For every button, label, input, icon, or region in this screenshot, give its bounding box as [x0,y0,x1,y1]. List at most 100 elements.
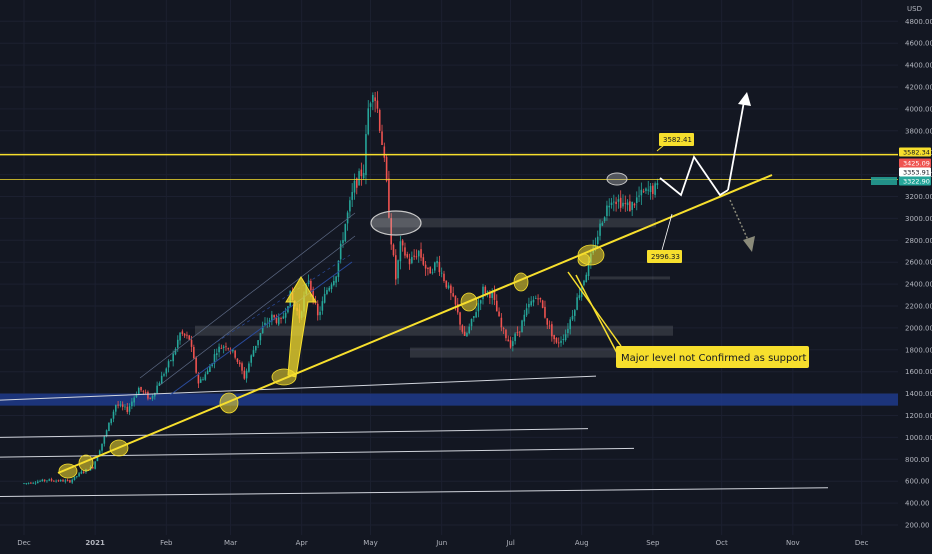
candle-body [534,298,537,299]
candle-body [259,333,262,341]
y-tick-label: 2200.00 [905,303,932,311]
candle-body [62,480,64,482]
candle-body [596,236,599,245]
touch-point-circle [219,392,239,414]
price-axis[interactable]: USD 200.00 400.00 600.00 800.00 1000.00 1200.… [898,0,932,550]
candle-body [75,476,78,477]
y-tick-label: 200.00 [905,522,930,530]
candle-body [583,280,585,286]
x-tick-label: May [363,539,377,547]
candle-body [220,348,223,349]
candle-body [507,339,510,342]
price-label-bg [899,176,931,186]
candle-body [369,103,372,107]
candle-body [115,404,117,412]
candle-body [358,171,360,186]
price-label-bg [899,147,931,157]
candle-body [394,255,397,280]
time-axis[interactable]: Dec 2021 Feb Mar Apr May Jun Jul Aug Sep Oct Nov Dec [17,539,868,547]
candle-body [505,329,507,339]
candle-body [149,397,152,399]
candle-body [633,203,636,206]
candle-body [243,370,246,379]
candle-body [82,472,85,473]
candle-body [64,480,67,482]
candle-body [121,404,124,407]
candle-body [349,200,351,212]
candle-body [479,300,482,304]
candle-body [477,303,480,312]
candle-body [557,342,560,344]
candle-body [392,244,395,256]
candle-body [482,286,484,299]
channel-line-mid [159,235,356,386]
candle-body [473,316,475,318]
candle-body [417,250,420,257]
trend-line-white [0,428,589,438]
candle-body [119,404,122,406]
candle-body [186,334,188,336]
candle-body [516,332,519,333]
candle-body [415,256,418,258]
touch-point-circle [513,272,529,292]
candle-body [440,272,443,274]
y-tick-label: 1600.00 [905,368,932,376]
candle-body [562,339,565,341]
y-tick-label: 4200.00 [905,84,932,92]
candle-body [567,328,569,333]
candle-body [431,272,434,274]
projection-up-arrowhead [738,92,751,106]
x-tick-label: Dec [855,539,869,547]
y-tick-label: 1000.00 [905,434,932,442]
candle-body [525,308,528,316]
candle-body [98,450,101,457]
candle-body [599,223,601,236]
annotation-callout-box [616,346,809,368]
y-tick-label: 1800.00 [905,346,932,354]
x-tick-label: Apr [296,539,308,547]
candle-body [383,146,386,158]
candle-body [41,479,44,482]
candle-body [539,297,542,300]
x-tick-label: Nov [786,539,800,547]
candle-body [459,312,461,325]
candle-body [135,394,138,398]
candle-body [385,156,388,181]
candle-body [390,218,392,245]
candle-body [642,191,645,193]
candle-body [245,370,248,379]
candle-body [227,348,230,350]
candle-body [328,287,331,291]
candle-body [110,418,113,424]
candle-body [514,333,516,342]
candle-body [360,169,363,177]
x-tick-label: Dec [17,539,31,547]
candle-body [436,261,438,264]
candle-body [608,205,611,208]
candle-body [564,334,567,341]
ascending-trendline [57,174,773,474]
candle-body [232,349,234,352]
candle-body [131,401,133,407]
candle-body [53,480,55,482]
candle-body [532,299,535,303]
candle-body [376,100,379,109]
candle-body [647,189,650,191]
candle-body [48,479,51,481]
candle-body [284,312,287,318]
candle-body [160,375,163,385]
candle-body [32,482,34,484]
candle-body [447,285,450,289]
candle-body [156,385,158,394]
candle-body [280,318,282,319]
candle-body [626,202,629,206]
candle-body [71,479,73,483]
candle-body [147,391,149,399]
candle-body [252,350,255,357]
candle-body [654,183,656,195]
candle-body [571,315,574,320]
x-tick-label: Jun [435,539,447,547]
